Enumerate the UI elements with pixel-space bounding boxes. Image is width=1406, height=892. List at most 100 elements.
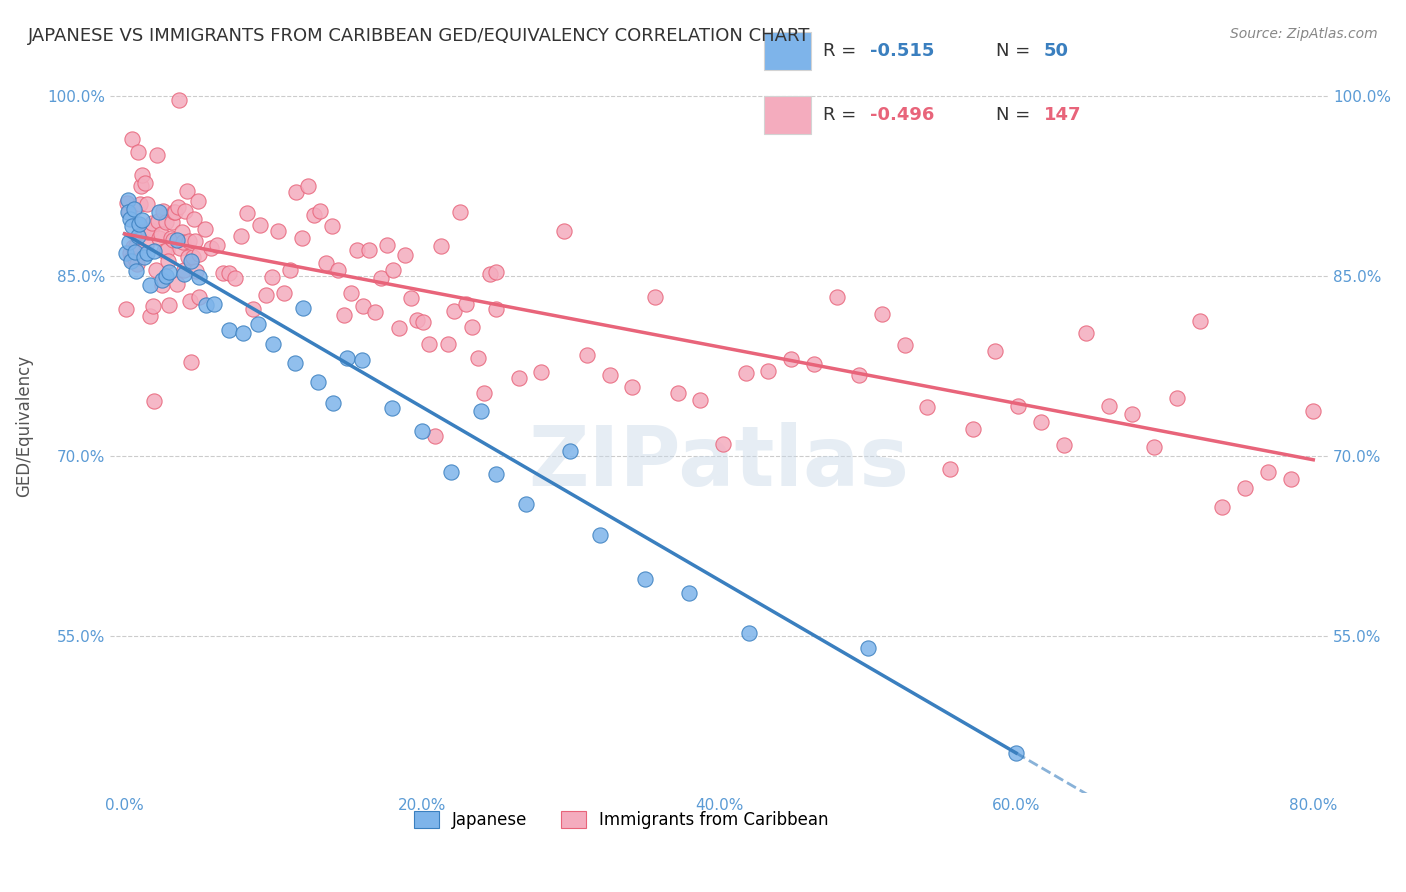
Point: [1121, 407, 1143, 421]
Point: [467, 351, 489, 365]
Point: [1302, 404, 1324, 418]
Text: N =: N =: [997, 42, 1036, 60]
Point: [138, 309, 160, 323]
Point: [187, 290, 209, 304]
Point: [172, 235, 194, 249]
Point: [689, 392, 711, 407]
Point: [159, 231, 181, 245]
Point: [1052, 438, 1074, 452]
Point: [231, 229, 253, 244]
Point: [1188, 313, 1211, 327]
Point: [634, 572, 657, 586]
Point: [135, 238, 157, 252]
Point: [302, 208, 325, 222]
Point: [430, 239, 453, 253]
Point: [425, 429, 447, 443]
Point: [346, 243, 368, 257]
Point: [470, 404, 492, 418]
Point: [249, 218, 271, 232]
Point: [242, 301, 264, 316]
Point: [436, 337, 458, 351]
Point: [848, 368, 870, 382]
Point: [218, 323, 240, 337]
Point: [394, 248, 416, 262]
Point: [333, 308, 356, 322]
Point: [157, 298, 180, 312]
Point: [236, 206, 259, 220]
Point: [278, 263, 301, 277]
Point: [187, 194, 209, 208]
Point: [1029, 415, 1052, 429]
Point: [146, 147, 169, 161]
Text: ZIPatlas: ZIPatlas: [529, 422, 910, 503]
Text: -0.515: -0.515: [870, 42, 935, 60]
Point: [150, 278, 173, 293]
Point: [173, 263, 195, 277]
Point: [149, 227, 172, 241]
Point: [375, 238, 398, 252]
Point: [194, 222, 217, 236]
Legend: Japanese, Immigrants from Caribbean: Japanese, Immigrants from Caribbean: [408, 804, 835, 836]
Point: [336, 351, 359, 365]
Point: [589, 528, 612, 542]
Point: [339, 285, 361, 300]
Point: [121, 132, 143, 146]
Point: [485, 301, 508, 316]
Point: [174, 204, 197, 219]
Point: [187, 270, 209, 285]
Point: [599, 368, 621, 383]
Point: [153, 244, 176, 259]
Point: [322, 396, 344, 410]
Point: [166, 277, 188, 291]
Text: N =: N =: [997, 106, 1036, 124]
Point: [120, 252, 142, 266]
Point: [117, 205, 139, 219]
Point: [136, 225, 159, 239]
Point: [118, 246, 141, 260]
Point: [139, 223, 162, 237]
Point: [148, 231, 170, 245]
Point: [411, 424, 433, 438]
Point: [156, 244, 179, 258]
Point: [122, 202, 145, 216]
Point: [160, 215, 183, 229]
Point: [273, 286, 295, 301]
Point: [370, 271, 392, 285]
Point: [141, 216, 163, 230]
Point: [939, 462, 962, 476]
Point: [508, 371, 530, 385]
Point: [127, 257, 149, 271]
Point: [177, 234, 200, 248]
Point: [321, 219, 343, 233]
Point: [364, 305, 387, 319]
Point: [758, 364, 780, 378]
Point: [131, 168, 153, 182]
Point: [142, 299, 165, 313]
Point: [167, 201, 190, 215]
Point: [575, 348, 598, 362]
Point: [195, 298, 218, 312]
Point: [145, 262, 167, 277]
Point: [1279, 472, 1302, 486]
Point: [128, 218, 150, 232]
Point: [125, 239, 148, 253]
Point: [127, 228, 149, 243]
Point: [406, 312, 429, 326]
Point: [127, 145, 149, 160]
Point: [267, 224, 290, 238]
Point: [1234, 481, 1257, 495]
Point: [131, 213, 153, 227]
Point: [515, 496, 537, 510]
Point: [122, 240, 145, 254]
Point: [176, 184, 198, 198]
Point: [155, 269, 177, 284]
Point: [315, 256, 337, 270]
Point: [117, 196, 139, 211]
Point: [166, 233, 188, 247]
Point: [472, 386, 495, 401]
Point: [184, 235, 207, 249]
Point: [181, 250, 204, 264]
Point: [260, 269, 283, 284]
Text: -0.496: -0.496: [870, 106, 935, 124]
Point: [132, 250, 155, 264]
